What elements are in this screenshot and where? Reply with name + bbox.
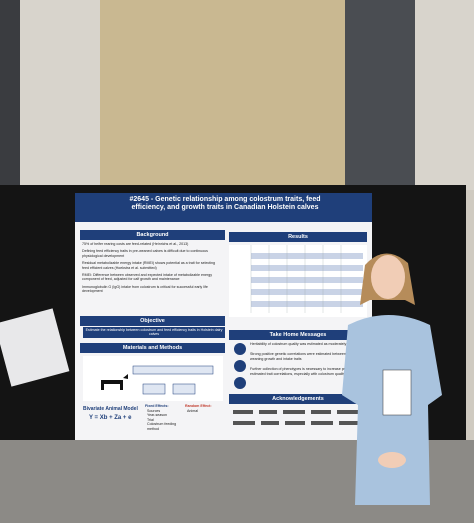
objective-text: Estimate the relationship between colost… bbox=[83, 327, 225, 338]
section-heading: Objective bbox=[80, 316, 225, 326]
list-item: Trial bbox=[147, 417, 154, 422]
list-item: Sources bbox=[147, 409, 161, 413]
column bbox=[345, 0, 415, 190]
poster-title: #2645 - Genetic relationship among colos… bbox=[129, 196, 321, 211]
model-name: Bivariate Animal Model bbox=[83, 406, 138, 412]
box bbox=[142, 383, 166, 395]
random-heading: Random Effect: bbox=[185, 404, 212, 408]
methods-diagram bbox=[83, 356, 223, 401]
sponsor-logos bbox=[233, 410, 361, 425]
list-item: RMEI: Difference between observed and ex… bbox=[82, 273, 212, 282]
list-item: Heritability of colostrum quality was es… bbox=[250, 342, 355, 346]
message-list: Heritability of colostrum quality was es… bbox=[250, 342, 365, 382]
table-lines bbox=[250, 245, 342, 313]
model-equation: Y = Xb + Za + e bbox=[89, 415, 132, 421]
section-heading: Results bbox=[229, 232, 367, 242]
section-heading: Materials and Methods bbox=[80, 343, 225, 353]
list-item: Further collection of phenotypes is nece… bbox=[250, 367, 361, 376]
list-item: Strong positive genetic correlations wer… bbox=[250, 352, 354, 361]
poster-header bbox=[75, 193, 372, 222]
calf-icon bbox=[101, 374, 128, 390]
message-icons bbox=[234, 343, 246, 389]
name-badge bbox=[382, 369, 412, 416]
random-list: Animal bbox=[187, 409, 222, 413]
fixed-heading: Fixed Effects: bbox=[145, 404, 169, 408]
face bbox=[371, 255, 405, 299]
box bbox=[132, 365, 214, 375]
list-item: Animal bbox=[187, 409, 198, 413]
section-heading: Take Home Messages bbox=[229, 330, 367, 340]
section-heading: Background bbox=[80, 230, 225, 240]
hands bbox=[378, 452, 406, 468]
wall-panel bbox=[100, 0, 345, 185]
list-item: Defining feed efficiency traits in pre-w… bbox=[82, 249, 208, 258]
list-item: Year-season bbox=[147, 413, 168, 418]
list-item: Immunoglobulin G (IgG) intake from colos… bbox=[82, 284, 208, 294]
bullet-list: 75% of heifer rearing costs are feed-rel… bbox=[82, 242, 222, 297]
pillar bbox=[0, 0, 20, 190]
section-heading: Acknowledgements bbox=[229, 394, 367, 404]
poster: #2645 - Genetic relationship among colos… bbox=[75, 193, 372, 440]
presenter bbox=[342, 253, 442, 505]
fixed-list: Sources Year-season Trial Colostrum feeding… bbox=[147, 409, 187, 431]
list-item: Residual metabolizable energy intake (RM… bbox=[82, 261, 216, 270]
list-item: 75% of heifer rearing costs are feed-rel… bbox=[82, 242, 189, 246]
box bbox=[172, 383, 196, 395]
results-table bbox=[229, 245, 367, 317]
list-item: Colostrum feeding method bbox=[147, 422, 177, 431]
table-cells bbox=[251, 253, 363, 307]
